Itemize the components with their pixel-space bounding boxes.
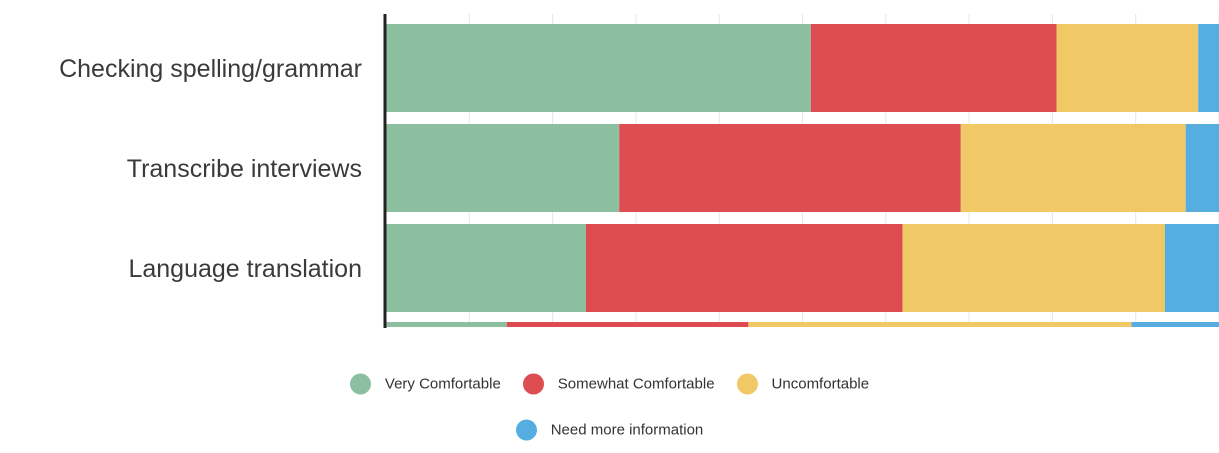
legend-swatch <box>515 419 537 441</box>
legend: Very Comfortable Somewhat Comfortable Unco… <box>0 373 1219 395</box>
bar-1-uncomfortable <box>960 124 1186 212</box>
bar-0-uncomfortable <box>1056 24 1199 112</box>
bar-0-somewhat-comfortable <box>810 24 1057 112</box>
bar-1-somewhat-comfortable <box>619 124 961 212</box>
category-label: Transcribe interviews <box>127 155 362 183</box>
legend-swatch <box>522 373 544 395</box>
legend-swatch <box>349 373 371 395</box>
legend-item: Very Comfortable <box>349 373 501 395</box>
legend-item: Need more information <box>515 419 704 441</box>
category-label: Language translation <box>128 255 362 283</box>
bar-2-need-more-information <box>1164 224 1219 312</box>
summary-strip-segment <box>1131 322 1219 327</box>
legend-item: Somewhat Comfortable <box>522 373 715 395</box>
bar-0-need-more-information <box>1198 24 1219 112</box>
summary-strip-segment <box>386 322 507 327</box>
summary-strip-segment <box>748 322 1132 327</box>
legend-label: Somewhat Comfortable <box>557 375 715 393</box>
bar-2-somewhat-comfortable <box>585 224 903 312</box>
legend-row-2: Need more information <box>0 419 1219 441</box>
bar-1-very-comfortable <box>386 124 620 212</box>
bar-2-uncomfortable <box>902 224 1165 312</box>
legend-label: Very Comfortable <box>384 375 501 393</box>
bar-1-need-more-information <box>1185 124 1219 212</box>
legend-label: Uncomfortable <box>771 375 870 393</box>
legend-item: Uncomfortable <box>736 373 870 395</box>
bar-2-very-comfortable <box>386 224 586 312</box>
legend-swatch <box>736 373 758 395</box>
category-label: Checking spelling/grammar <box>59 55 362 83</box>
bar-0-very-comfortable <box>386 24 811 112</box>
summary-strip-segment <box>506 322 749 327</box>
legend-label: Need more information <box>550 421 704 439</box>
